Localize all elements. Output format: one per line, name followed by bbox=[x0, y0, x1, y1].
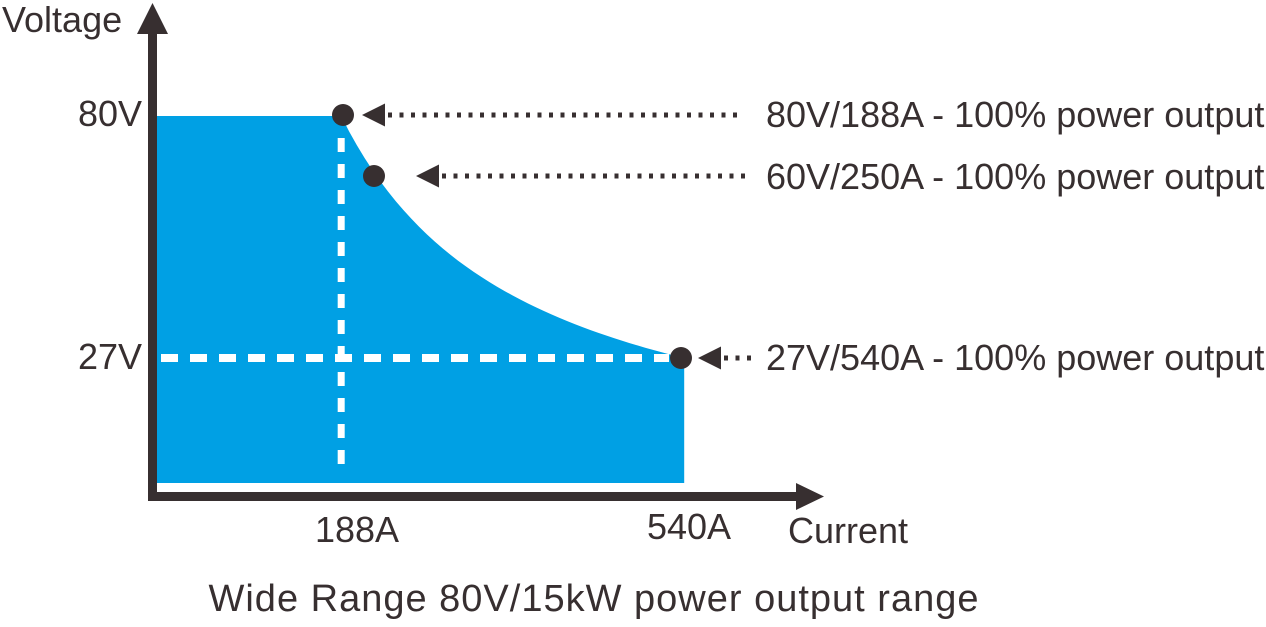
x-axis bbox=[148, 483, 824, 510]
annotation-label-27v-540a: 27V/540A - 100% power output bbox=[766, 337, 1265, 378]
x-axis-line bbox=[148, 492, 798, 501]
annotation-arrowhead-icon bbox=[416, 164, 439, 188]
annotation-marks bbox=[332, 103, 757, 370]
annotation-dot bbox=[363, 165, 385, 187]
x-axis-title: Current bbox=[788, 510, 909, 551]
annotation-dot bbox=[332, 104, 354, 126]
y-axis-title: Voltage bbox=[2, 0, 123, 40]
x-tick-188a: 188A bbox=[314, 509, 400, 550]
annotation-arrowhead-icon bbox=[362, 103, 385, 127]
x-axis-arrowhead-icon bbox=[796, 483, 824, 510]
y-axis bbox=[137, 3, 168, 501]
annotation-label-80v-188a: 80V/188A - 100% power output bbox=[766, 94, 1265, 135]
y-tick-80v: 80V bbox=[77, 93, 142, 134]
y-axis-line bbox=[148, 30, 157, 501]
operating-area bbox=[157, 116, 685, 483]
y-tick-27v: 27V bbox=[77, 336, 142, 377]
annotation-arrowhead-icon bbox=[698, 346, 721, 370]
x-tick-540a: 540A bbox=[646, 506, 732, 547]
chart-title: Wide Range 80V/15kW power output range bbox=[208, 578, 980, 620]
annotation-label-60v-250a: 60V/250A - 100% power output bbox=[766, 156, 1265, 197]
y-axis-arrowhead-icon bbox=[137, 3, 168, 34]
annotation-dot bbox=[670, 347, 692, 369]
